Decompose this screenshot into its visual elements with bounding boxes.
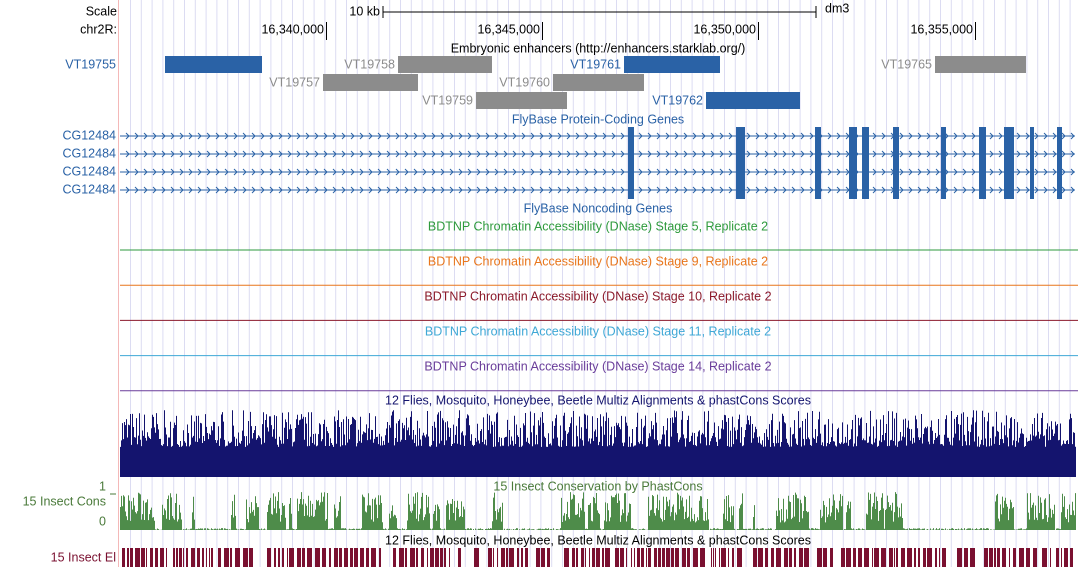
exon: [1057, 145, 1062, 163]
exon: [893, 145, 899, 163]
scale-min: 0: [99, 514, 106, 528]
exon: [1057, 127, 1062, 145]
track-title: BDTNP Chromatin Accessibility (DNase) St…: [428, 219, 768, 233]
exon: [979, 145, 986, 163]
enhancer-label: VT19759: [422, 93, 473, 107]
scale-label: Scale: [86, 4, 117, 18]
enhancer-block: [398, 56, 492, 73]
conservation-wiggle: [120, 492, 1076, 530]
ruler-position: 16,340,000: [261, 22, 324, 36]
scale-bar: [382, 6, 817, 18]
enhancer-block: [476, 92, 567, 109]
exon: [1004, 127, 1014, 145]
exon: [941, 181, 946, 199]
enhancer-label: VT19757: [269, 75, 320, 89]
track-title: 15 Insect Conservation by PhastCons: [493, 479, 702, 493]
track-label: 15 Insect El: [51, 550, 116, 564]
enhancer-block: [624, 56, 720, 73]
scale-max: 1: [99, 479, 106, 493]
ruler-position: 16,350,000: [693, 22, 756, 36]
exon: [815, 181, 821, 199]
exon: [736, 181, 745, 199]
exon: [941, 145, 946, 163]
enhancer-block: [706, 92, 800, 109]
track-title: BDTNP Chromatin Accessibility (DNase) St…: [428, 254, 768, 268]
scale-bar-label: 10 kb: [349, 4, 380, 18]
exon: [1057, 181, 1062, 199]
exon: [736, 127, 745, 145]
gene-label: CG12484: [62, 164, 116, 178]
exon: [1030, 181, 1034, 199]
gene-label: CG12484: [62, 128, 116, 142]
enhancer-block: [323, 74, 418, 91]
exon: [628, 127, 634, 145]
exon: [941, 163, 946, 181]
track-title: 12 Flies, Mosquito, Honeybee, Beetle Mul…: [385, 533, 811, 547]
exon: [1004, 181, 1014, 199]
exon: [862, 127, 869, 145]
exon: [736, 163, 745, 181]
element-blocks: [122, 548, 1073, 567]
enhancer-label: VT19765: [881, 57, 932, 71]
exon: [628, 145, 634, 163]
exon: [815, 127, 821, 145]
exon: [815, 163, 821, 181]
exon: [1004, 163, 1014, 181]
gene-label: CG12484: [62, 182, 116, 196]
exon: [628, 181, 634, 199]
exon: [893, 127, 899, 145]
exon: [862, 181, 869, 199]
exon: [849, 145, 857, 163]
track-title: BDTNP Chromatin Accessibility (DNase) St…: [425, 324, 771, 338]
exon: [979, 181, 986, 199]
gene-label: CG12484: [62, 146, 116, 160]
ruler-position: 16,345,000: [477, 22, 540, 36]
enhancer-label: VT19762: [652, 93, 703, 107]
track-title: BDTNP Chromatin Accessibility (DNase) St…: [424, 289, 771, 303]
exon: [1030, 145, 1034, 163]
exon: [979, 127, 986, 145]
track-label: 15 Insect Cons: [23, 494, 106, 508]
exon: [849, 181, 857, 199]
track-title: BDTNP Chromatin Accessibility (DNase) St…: [424, 359, 771, 373]
exon: [849, 163, 857, 181]
exon: [979, 163, 986, 181]
exon: [862, 145, 869, 163]
enhancer-label: VT19760: [499, 75, 550, 89]
exon: [862, 163, 869, 181]
chrom-label: chr2R:: [80, 22, 117, 36]
exon: [941, 127, 946, 145]
enhancer-block: [165, 56, 262, 73]
enhancer-label: VT19755: [65, 57, 116, 71]
track-title: FlyBase Noncoding Genes: [524, 201, 673, 215]
exon: [736, 145, 745, 163]
exon: [1030, 163, 1034, 181]
exon: [893, 181, 899, 199]
track-title: FlyBase Protein-Coding Genes: [512, 112, 684, 126]
exon: [1030, 127, 1034, 145]
multiz-wiggle: [120, 410, 1076, 477]
ruler-position: 16,355,000: [910, 22, 973, 36]
exon: [893, 163, 899, 181]
track-title: 12 Flies, Mosquito, Honeybee, Beetle Mul…: [385, 393, 811, 407]
enhancer-block: [935, 56, 1026, 73]
enhancer-block: [553, 74, 644, 91]
track-title: Embryonic enhancers (http://enhancers.st…: [451, 41, 746, 55]
enhancer-label: VT19761: [570, 57, 621, 71]
exon: [849, 127, 857, 145]
exon: [1057, 163, 1062, 181]
exon: [815, 145, 821, 163]
enhancer-label: VT19758: [344, 57, 395, 71]
exon: [628, 163, 634, 181]
exon: [1004, 145, 1014, 163]
assembly-label: dm3: [825, 1, 849, 15]
